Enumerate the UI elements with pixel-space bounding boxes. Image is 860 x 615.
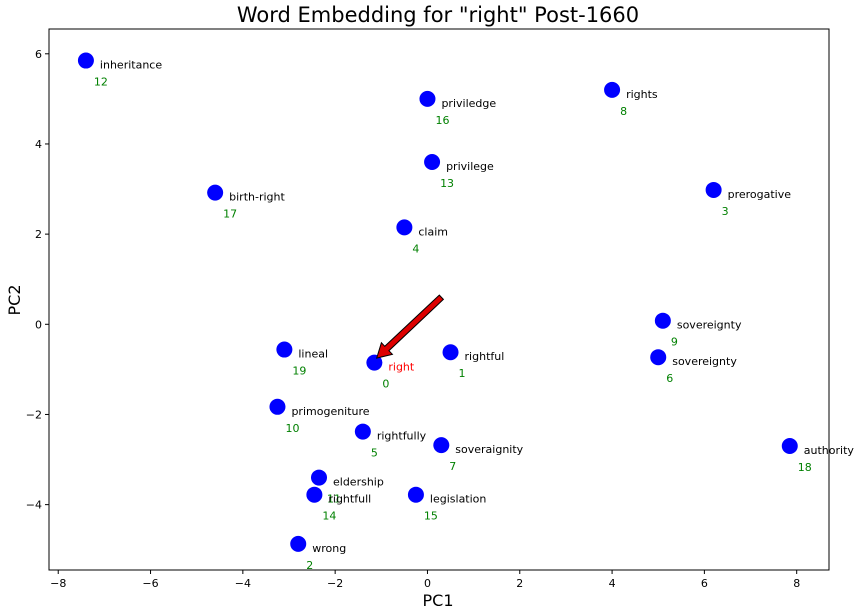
x-tick-label: −4 bbox=[235, 577, 251, 590]
data-point bbox=[781, 438, 798, 455]
point-word-label: privilege bbox=[446, 160, 494, 173]
point-index-label: 10 bbox=[285, 422, 299, 435]
x-tick-label: −2 bbox=[327, 577, 343, 590]
point-word-label: wrong bbox=[312, 542, 346, 555]
x-tick-label: 6 bbox=[701, 577, 708, 590]
data-point bbox=[77, 52, 94, 69]
y-tick-label: 0 bbox=[35, 318, 42, 331]
data-point bbox=[311, 469, 327, 486]
data-point bbox=[290, 535, 307, 552]
y-tick-label: 2 bbox=[35, 228, 42, 241]
chart-title: Word Embedding for "right" Post-1660 bbox=[237, 3, 639, 27]
y-tick-label: 6 bbox=[35, 48, 42, 61]
point-word-label: right bbox=[388, 361, 415, 374]
x-axis-label: PC1 bbox=[423, 591, 454, 610]
x-tick-label: 4 bbox=[609, 577, 616, 590]
point-word-label: rightful bbox=[465, 350, 505, 363]
point-word-label: sovereignty bbox=[677, 319, 742, 332]
x-tick-label: 2 bbox=[516, 577, 523, 590]
point-word-label: authority bbox=[804, 444, 855, 457]
data-point bbox=[396, 219, 413, 236]
axis-ticks: −8 −6 −4 −2 0 2 4 6 8 −4 −2 0 2 4 6 bbox=[26, 48, 800, 590]
point-word-label: sovereignty bbox=[672, 355, 737, 368]
data-point bbox=[705, 181, 722, 198]
data-point bbox=[207, 184, 224, 201]
point-index-label: 2 bbox=[306, 559, 313, 572]
point-word-label: inheritance bbox=[100, 59, 162, 72]
data-point bbox=[366, 354, 383, 371]
point-index-label: 3 bbox=[722, 205, 729, 218]
point-index-label: 6 bbox=[666, 372, 673, 385]
point-index-label: 16 bbox=[435, 114, 449, 127]
point-word-label: legislation bbox=[430, 493, 486, 506]
x-tick-label: −6 bbox=[142, 577, 158, 590]
point-index-label: 8 bbox=[620, 105, 627, 118]
data-point bbox=[433, 437, 450, 454]
data-point bbox=[424, 153, 441, 170]
point-index-label: 5 bbox=[371, 447, 378, 460]
point-index-label: 17 bbox=[223, 208, 237, 221]
data-point bbox=[419, 90, 436, 107]
point-index-label: 19 bbox=[292, 365, 306, 378]
arrow-shape bbox=[375, 294, 445, 359]
y-tick-label: 4 bbox=[35, 138, 42, 151]
point-word-label: eldership bbox=[333, 476, 384, 489]
data-point bbox=[654, 312, 671, 329]
data-point bbox=[276, 341, 293, 358]
point-index-label: 12 bbox=[94, 76, 108, 89]
point-index-label: 14 bbox=[322, 510, 336, 523]
point-word-label: rightfull bbox=[328, 493, 371, 506]
x-tick-label: −8 bbox=[50, 577, 66, 590]
point-labels: right 0 rightful 1 wrong 2 prerogative 3 claim 4 r… bbox=[94, 59, 854, 572]
point-word-label: primogeniture bbox=[291, 405, 369, 418]
point-index-label: 11 bbox=[327, 493, 341, 506]
point-index-label: 18 bbox=[798, 461, 812, 474]
x-tick-label: 0 bbox=[424, 577, 431, 590]
point-index-label: 13 bbox=[440, 177, 454, 190]
data-point bbox=[354, 423, 371, 440]
y-axis-label: PC2 bbox=[5, 285, 24, 316]
plot-frame bbox=[48, 28, 830, 571]
point-index-label: 1 bbox=[459, 367, 466, 380]
data-point bbox=[650, 349, 667, 366]
data-points bbox=[77, 52, 798, 552]
highlight-arrow bbox=[375, 294, 445, 359]
data-point bbox=[604, 81, 621, 98]
point-word-label: soveraignity bbox=[455, 443, 523, 456]
point-word-label: birth-right bbox=[229, 191, 285, 204]
point-index-label: 7 bbox=[449, 460, 456, 473]
point-index-label: 9 bbox=[671, 336, 678, 349]
data-point bbox=[269, 398, 286, 415]
data-point bbox=[407, 486, 424, 503]
point-word-label: lineal bbox=[298, 348, 328, 361]
y-tick-label: −2 bbox=[26, 408, 42, 421]
data-point bbox=[442, 344, 459, 361]
data-point bbox=[306, 486, 323, 503]
point-index-label: 0 bbox=[382, 378, 389, 391]
point-word-label: prerogative bbox=[728, 188, 792, 201]
x-tick-label: 8 bbox=[793, 577, 800, 590]
point-word-label: priviledge bbox=[441, 97, 496, 110]
point-word-label: claim bbox=[418, 225, 448, 238]
point-index-label: 15 bbox=[424, 510, 438, 523]
point-word-label: rightfully bbox=[377, 430, 427, 443]
y-tick-label: −4 bbox=[26, 499, 42, 512]
point-index-label: 4 bbox=[412, 242, 419, 255]
point-word-label: rights bbox=[626, 88, 658, 101]
